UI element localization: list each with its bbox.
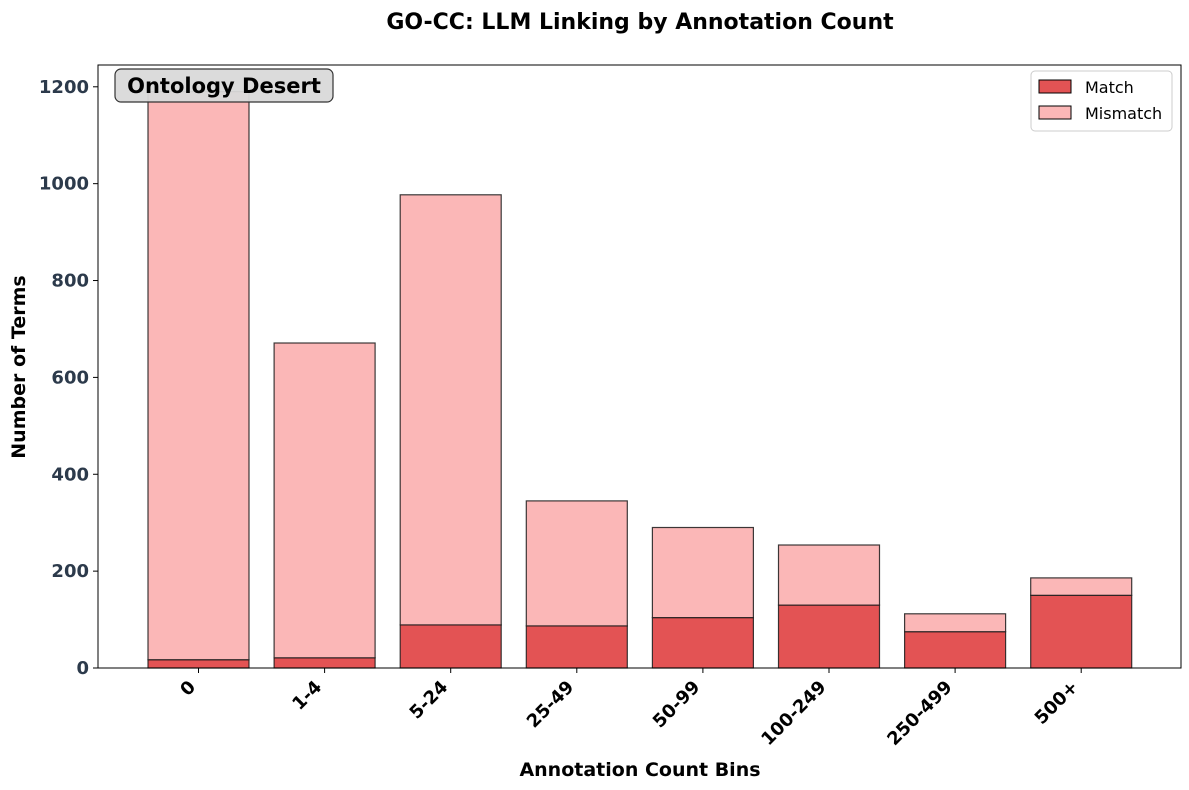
x-axis-label: Annotation Count Bins	[519, 759, 760, 781]
bar-match-100-249	[777, 604, 881, 669]
bar-mismatch-5-24	[399, 194, 502, 626]
bar-match-1-4	[273, 657, 376, 669]
x-tick-label: 100-249	[757, 677, 830, 750]
annotation-box: Ontology Desert	[114, 68, 334, 103]
bar-mismatch-500+	[1030, 577, 1133, 596]
y-tick-label: 800	[51, 271, 89, 292]
bar-mismatch-50-99	[651, 526, 755, 619]
x-tick-label: 500+	[1031, 677, 1083, 729]
x-tick-label: 50-99	[649, 677, 705, 733]
x-tick-label: 0	[176, 677, 200, 701]
bar-match-50-99	[651, 616, 755, 669]
x-tick-label: 5-24	[406, 677, 453, 724]
y-axis-label: Number of Terms	[8, 275, 30, 458]
legend-swatch-match	[1038, 79, 1072, 94]
bar-mismatch-100-249	[777, 544, 881, 606]
annotation-text: Ontology Desert	[127, 74, 321, 98]
chart-title: GO-CC: LLM Linking by Annotation Count	[386, 10, 894, 35]
y-tick-label: 400	[51, 464, 89, 485]
x-axis: 0 1-4 5-24 25-49 50-99 100-249 250-499 500+	[176, 668, 1083, 750]
legend-label-match: Match	[1085, 78, 1134, 97]
bar-match-250-499	[903, 631, 1007, 669]
x-tick-label: 1-4	[288, 677, 326, 715]
x-tick-label: 250-499	[883, 677, 956, 750]
y-tick-label: 600	[51, 367, 89, 388]
y-tick-label: 200	[51, 561, 89, 582]
y-tick-label: 0	[76, 658, 89, 679]
bar-match-5-24	[399, 624, 502, 669]
bar-mismatch-1-4	[273, 342, 376, 659]
legend-swatch-mismatch	[1038, 105, 1072, 120]
bar-mismatch-250-499	[903, 613, 1007, 633]
bar-match-25-49	[525, 625, 628, 669]
plot-bars	[147, 90, 1133, 669]
plot-frame	[97, 64, 1182, 669]
y-tick-label: 1200	[39, 77, 89, 98]
y-tick-label: 1000	[39, 174, 89, 195]
annotation-background	[114, 68, 334, 103]
bar-mismatch-25-49	[525, 500, 628, 627]
legend-label-mismatch: Mismatch	[1085, 104, 1162, 123]
legend: Match Mismatch	[1030, 70, 1173, 132]
bar-mismatch-0	[147, 90, 250, 661]
y-axis: 0 200 400 600 800 1000 1200	[39, 77, 98, 679]
x-tick-label: 25-49	[523, 677, 579, 733]
bar-match-500+	[1030, 594, 1133, 669]
bar-match-0	[147, 659, 250, 669]
